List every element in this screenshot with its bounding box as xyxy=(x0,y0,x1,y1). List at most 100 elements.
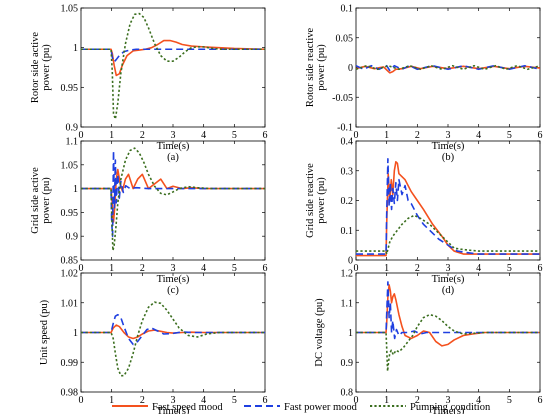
x-tick-label: 1 xyxy=(384,130,389,141)
y-tick-label: 1 xyxy=(73,43,78,54)
series-line-fast-speed xyxy=(81,168,265,223)
y-tick-label: 1.1 xyxy=(341,298,354,309)
y-tick-label: 1 xyxy=(73,328,78,339)
panel-label: (d) xyxy=(442,285,455,296)
x-tick-label: 4 xyxy=(476,130,481,141)
y-tick-label: 0.1 xyxy=(341,226,354,237)
y-tick-label: 0.1 xyxy=(341,4,354,15)
x-tick-label: 2 xyxy=(415,130,420,141)
y-tick-label: -0.1 xyxy=(337,123,353,134)
x-tick-label: 5 xyxy=(507,263,512,274)
series-line-pumping xyxy=(81,12,265,120)
x-axis-label: Time(s) xyxy=(157,274,190,285)
y-tick-label: 0.8 xyxy=(341,388,354,399)
y-tick-label: 0.85 xyxy=(61,256,79,267)
x-tick-label: 4 xyxy=(201,130,206,141)
series-group xyxy=(81,12,265,120)
series-line-fast-power xyxy=(356,281,540,340)
y-tick-label: 0.99 xyxy=(61,358,79,369)
x-tick-label: 0 xyxy=(79,130,84,141)
x-tick-label: 3 xyxy=(171,130,176,141)
series-line-fast-speed xyxy=(81,39,265,77)
y-tick-label: 0 xyxy=(348,63,353,74)
chart-panel-a: 0 1 2 3 4 5 6 0.9 0.95 1 1.05 Time(s)(a) Rotor side … xyxy=(30,4,268,164)
chart-panel-c: 0 1 2 3 4 5 60.850.90.9511.051.1Time(s)(c)Grid… xyxy=(30,137,268,297)
y-tick-label: 0.9 xyxy=(66,123,79,134)
panel-label: (a) xyxy=(167,152,179,163)
series-line-fast-power xyxy=(81,313,265,346)
y-axis-label: Grid side reactivepower (pu) xyxy=(305,163,327,238)
x-tick-label: 6 xyxy=(538,130,543,141)
series-group xyxy=(356,158,540,257)
x-tick-label: 5 xyxy=(507,130,512,141)
series-group xyxy=(356,281,540,372)
y-tick-label: 0.95 xyxy=(61,83,79,94)
x-tick-label: 4 xyxy=(476,395,481,406)
y-tick-label: 1 xyxy=(348,328,353,339)
x-tick-label: 3 xyxy=(171,395,176,406)
series-group xyxy=(81,147,265,252)
x-tick-label: 0 xyxy=(354,263,359,274)
x-tick-label: 1 xyxy=(384,395,389,406)
series-group xyxy=(81,301,265,377)
x-axis-label: Time(s) xyxy=(157,141,190,152)
x-tick-label: 4 xyxy=(201,395,206,406)
x-tick-label: 3 xyxy=(446,263,451,274)
x-tick-label: 1 xyxy=(109,130,114,141)
x-tick-label: 0 xyxy=(354,130,359,141)
x-tick-label: 6 xyxy=(538,263,543,274)
series-line-fast-speed xyxy=(356,284,540,347)
x-axis-label: Time(s) xyxy=(157,406,190,414)
chart-panel-b: 0 1 2 3 4 5 6 -0.1 -0.05 0 0.05 0.1 Time(s)(b) Rotor … xyxy=(305,4,543,164)
y-tick-label: 0.9 xyxy=(66,232,79,243)
y-tick-label: -0.05 xyxy=(332,93,353,104)
y-tick-label: 1.02 xyxy=(61,269,79,280)
y-axis-label: Unit speed (pu) xyxy=(39,299,50,365)
y-tick-label: 0.95 xyxy=(61,208,79,219)
legend: Fast speed mood Fast power mood Pumping … xyxy=(112,402,491,413)
series-line-pumping xyxy=(81,147,265,252)
y-tick-label: 1.1 xyxy=(66,137,79,148)
x-tick-label: 2 xyxy=(415,395,420,406)
legend-label-fast-speed: Fast speed mood xyxy=(152,402,223,413)
plot-frame xyxy=(80,7,266,128)
series-line-pumping xyxy=(356,313,540,372)
x-tick-label: 0 xyxy=(354,395,359,406)
series-line-fast-power xyxy=(81,48,265,63)
x-axis-label: Time(s) xyxy=(432,406,465,414)
x-tick-label: 1 xyxy=(384,263,389,274)
x-tick-label: 2 xyxy=(415,263,420,274)
y-tick-label: 1.05 xyxy=(61,160,79,171)
series-line-pumping xyxy=(81,301,265,377)
x-tick-label: 5 xyxy=(232,263,237,274)
x-tick-label: 5 xyxy=(232,130,237,141)
x-tick-label: 3 xyxy=(171,263,176,274)
y-tick-label: 0.3 xyxy=(341,166,354,177)
series-line-pumping xyxy=(356,214,540,255)
x-axis-label: Time(s) xyxy=(432,274,465,285)
x-tick-label: 0 xyxy=(79,263,84,274)
y-tick-label: 0.9 xyxy=(341,358,354,369)
x-tick-label: 5 xyxy=(232,395,237,406)
y-axis-label: DC voltage (pu) xyxy=(314,298,325,367)
legend-label-fast-power: Fast power mood xyxy=(284,402,358,413)
x-tick-label: 3 xyxy=(446,395,451,406)
series-line-fast-speed xyxy=(356,161,540,257)
x-tick-label: 0 xyxy=(79,395,84,406)
y-tick-label: 0.2 xyxy=(341,196,354,207)
y-axis-label: Rotor side activepower (pu) xyxy=(30,32,52,103)
x-tick-label: 6 xyxy=(263,395,268,406)
y-tick-label: 1.2 xyxy=(341,269,354,280)
x-tick-label: 2 xyxy=(140,130,145,141)
legend-label-pumping: Pumping condition xyxy=(410,402,491,413)
y-tick-label: 0 xyxy=(348,256,353,267)
series-line-pumping xyxy=(356,64,540,71)
y-tick-label: 1 xyxy=(73,184,78,195)
y-tick-label: 0.05 xyxy=(336,33,354,44)
x-tick-label: 5 xyxy=(507,395,512,406)
panel-label: (c) xyxy=(167,285,179,296)
